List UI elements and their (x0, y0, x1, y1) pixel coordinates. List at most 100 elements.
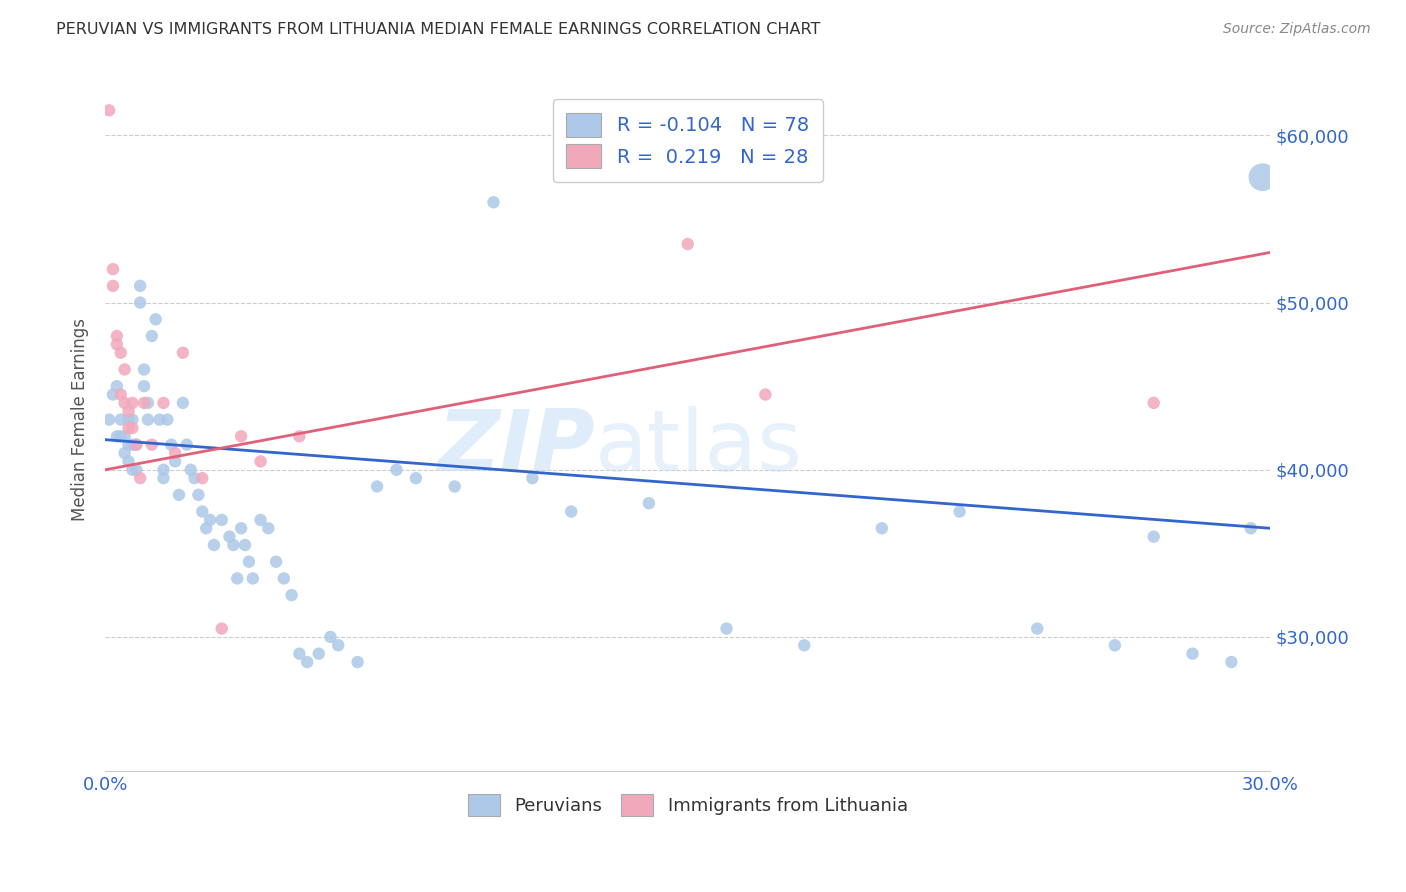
Point (136, 412, 159, 426)
Point (114, 396, 136, 410)
Point (117, 438, 139, 452)
Point (716, 622, 738, 636)
Point (257, 521, 280, 535)
Point (98, 103, 121, 118)
Point (191, 471, 214, 485)
Point (638, 496, 661, 510)
Point (105, 329, 128, 343)
Point (129, 471, 152, 485)
Point (141, 438, 163, 452)
Y-axis label: Median Female Earnings: Median Female Earnings (72, 318, 89, 521)
Point (180, 463, 202, 477)
Point (125, 463, 148, 477)
Legend: Peruvians, Immigrants from Lithuania: Peruvians, Immigrants from Lithuania (458, 785, 917, 825)
Point (560, 504, 582, 518)
Point (870, 521, 893, 535)
Point (211, 513, 233, 527)
Point (222, 538, 245, 552)
Point (114, 446, 136, 460)
Point (195, 521, 218, 535)
Point (136, 396, 159, 410)
Text: PERUVIAN VS IMMIGRANTS FROM LITHUANIA MEDIAN FEMALE EARNINGS CORRELATION CHART: PERUVIAN VS IMMIGRANTS FROM LITHUANIA ME… (56, 22, 821, 37)
Point (1240, 521, 1263, 535)
Point (443, 479, 465, 493)
Point (211, 622, 233, 636)
Point (101, 278, 124, 293)
Point (121, 421, 143, 435)
Point (165, 446, 187, 460)
Point (948, 504, 970, 518)
Point (187, 488, 209, 502)
Point (165, 454, 187, 468)
Point (129, 278, 152, 293)
Point (101, 387, 124, 401)
Point (191, 504, 214, 518)
Point (328, 638, 350, 652)
Point (117, 404, 139, 418)
Point (218, 530, 240, 544)
Point (145, 312, 167, 326)
Point (110, 429, 132, 443)
Point (121, 412, 143, 426)
Point (346, 655, 368, 669)
Text: Source: ZipAtlas.com: Source: ZipAtlas.com (1223, 22, 1371, 37)
Point (105, 379, 128, 393)
Point (105, 337, 128, 351)
Point (110, 412, 132, 426)
Point (172, 345, 194, 359)
Point (1220, 655, 1243, 669)
Point (264, 555, 287, 569)
Point (366, 479, 388, 493)
Point (308, 647, 330, 661)
Point (132, 396, 155, 410)
Point (405, 471, 427, 485)
Point (114, 362, 136, 376)
Point (1143, 396, 1166, 410)
Point (676, 237, 699, 252)
Point (117, 454, 139, 468)
Point (198, 513, 221, 527)
Point (202, 538, 225, 552)
Point (229, 429, 252, 443)
Point (114, 429, 136, 443)
Point (1251, 170, 1274, 185)
Point (229, 521, 252, 535)
Point (121, 396, 143, 410)
Point (117, 421, 139, 435)
Point (167, 488, 190, 502)
Point (273, 571, 295, 585)
Point (233, 538, 256, 552)
Point (1026, 622, 1049, 636)
Point (1181, 647, 1204, 661)
Point (522, 471, 544, 485)
Point (152, 396, 174, 410)
Point (110, 387, 132, 401)
Point (110, 345, 132, 359)
Point (288, 647, 311, 661)
Point (249, 513, 271, 527)
Point (288, 429, 311, 443)
Point (754, 387, 776, 401)
Point (117, 412, 139, 426)
Point (482, 195, 505, 210)
Point (152, 463, 174, 477)
Point (172, 396, 194, 410)
Point (793, 638, 815, 652)
Point (295, 655, 318, 669)
Point (148, 412, 170, 426)
Text: ZIP: ZIP (437, 406, 595, 489)
Point (152, 471, 174, 485)
Point (1143, 530, 1166, 544)
Point (121, 463, 143, 477)
Point (280, 588, 302, 602)
Point (385, 463, 408, 477)
Point (121, 438, 143, 452)
Point (160, 438, 183, 452)
Point (125, 438, 148, 452)
Point (249, 454, 271, 468)
Point (129, 295, 152, 310)
Point (226, 571, 249, 585)
Point (101, 262, 124, 277)
Point (141, 329, 163, 343)
Point (125, 438, 148, 452)
